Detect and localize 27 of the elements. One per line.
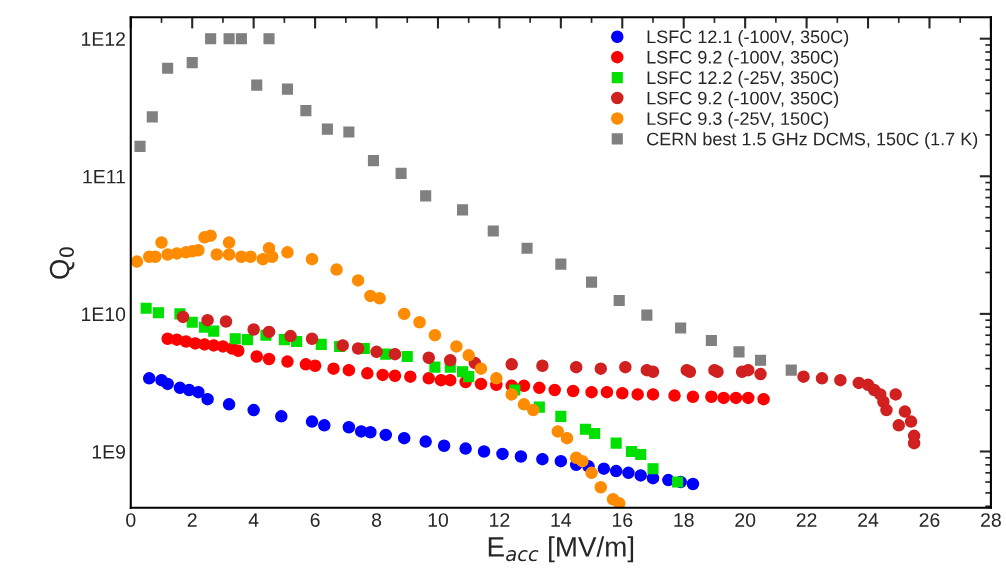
legend-label: LSFC 9.2 (-100V, 350C) [647, 91, 839, 109]
legend-label: LSFC 12.2 (-25V, 350C) [647, 70, 839, 88]
x-tick-label: 2 [187, 513, 197, 527]
legend-label: LSFC 12.1 (-100V, 350C) [647, 29, 849, 47]
x-tick-label: 8 [371, 513, 382, 527]
x-tick-label: 12 [490, 513, 510, 527]
x-tick-label: 14 [551, 513, 572, 527]
x-tick-label: 20 [735, 513, 756, 527]
x-tick-label: 6 [310, 513, 320, 527]
x-tick-label: 10 [428, 513, 449, 527]
legend-label: LSFC 9.2 (-100V, 350C) [647, 50, 839, 68]
x-tick-label: 0 [126, 513, 136, 527]
legend-label: CERN best 1.5 GHz DCMS, 150C (1.7 K) [647, 132, 978, 149]
y-tick-label: 1E10 [81, 307, 126, 322]
legend-label: LSFC 9.3 (-25V, 150C) [647, 111, 829, 129]
x-tick-label: 4 [248, 513, 259, 527]
y-tick-label: 1E11 [83, 169, 125, 184]
y-tick-label: 1E9 [92, 444, 125, 459]
x-tick-label: 18 [674, 513, 694, 527]
x-axis-title: E$_{acc}$ [MV/m] [488, 536, 634, 563]
y-axis-title: Q$_{0}$ [49, 247, 75, 279]
x-tick-label: 26 [919, 513, 940, 527]
x-tick-label: 24 [858, 513, 879, 527]
x-tick-label: 28 [981, 513, 1001, 527]
x-tick-label: 16 [612, 513, 633, 527]
x-tick-label: 22 [796, 513, 817, 527]
y-tick-label: 1E12 [81, 32, 125, 46]
